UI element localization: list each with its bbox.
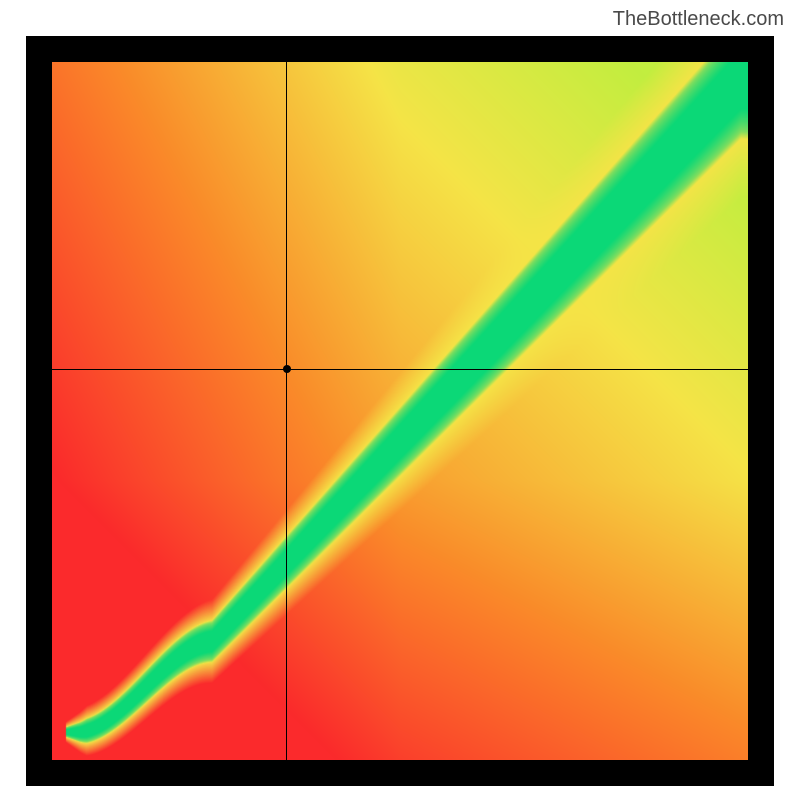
chart-container: TheBottleneck.com: [0, 0, 800, 800]
crosshair-horizontal: [52, 369, 748, 370]
watermark-text: TheBottleneck.com: [613, 8, 784, 31]
heatmap-frame: [26, 36, 774, 786]
heatmap-canvas: [52, 62, 748, 760]
data-point-marker: [283, 365, 291, 373]
crosshair-vertical: [286, 62, 287, 760]
